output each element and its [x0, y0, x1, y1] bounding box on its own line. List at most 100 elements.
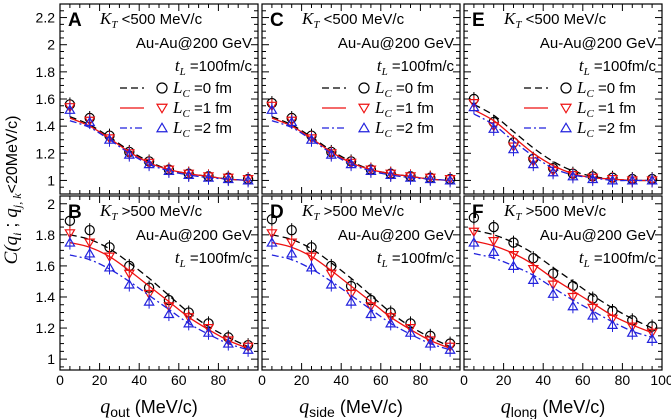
data-point [527, 274, 539, 284]
panel-letter: C [270, 10, 284, 31]
data-point [507, 143, 520, 154]
data-point [143, 158, 155, 169]
data-point [404, 172, 417, 182]
legend-sub: C [182, 128, 190, 140]
tl-var: t [579, 56, 585, 75]
y-axis-qjk: q [1, 208, 22, 218]
data-point [266, 101, 278, 112]
kt-var: K [99, 9, 113, 28]
beam-label: Au-Au@200 GeV [540, 227, 656, 244]
x-tick-label: 40 [333, 372, 349, 388]
data-point [606, 314, 619, 325]
data-point [242, 344, 254, 354]
legend-var: L [172, 98, 182, 117]
legend-var: L [576, 118, 586, 137]
y-tick-label: 1 [47, 351, 55, 367]
panel-letter: A [68, 10, 82, 31]
series-curve-1 [473, 109, 653, 182]
tl-label: tL =100fm/c [377, 248, 455, 270]
x-axis-unit: (MeV/c) [335, 397, 403, 417]
series-curve-2 [271, 254, 451, 351]
data-point [626, 322, 638, 333]
tl-val: =100fm/c [388, 58, 455, 75]
data-point [305, 261, 318, 272]
y-tick-label: 1.4 [36, 118, 56, 134]
series-curve-1 [271, 241, 451, 349]
data-point [64, 229, 76, 239]
data-point [646, 328, 658, 339]
kt-cut-label: KT >500 MeV/c [503, 201, 607, 223]
data-point [123, 149, 135, 159]
data-point [508, 237, 519, 248]
data-point [286, 224, 297, 236]
legend-sub: C [384, 128, 392, 140]
legend-sub: C [586, 108, 594, 120]
legend-label: LC =2 fm [374, 118, 434, 140]
data-point [567, 170, 579, 181]
y-tick-label: 2.2 [36, 10, 56, 26]
y-tick-label: 1.8 [36, 64, 56, 80]
kt-var: K [503, 201, 517, 220]
legend-label: LC =2 fm [172, 118, 232, 140]
x-axis-var: q [501, 396, 511, 418]
tl-val: =100fm/c [590, 250, 657, 267]
x-tick-label: 0 [258, 372, 266, 388]
tl-label: tL =100fm/c [579, 248, 657, 270]
data-point [567, 300, 579, 311]
tl-val: =100fm/c [186, 58, 253, 75]
tl-label: tL =100fm/c [377, 56, 455, 78]
kt-sub: T [515, 19, 522, 31]
data-point [385, 317, 397, 328]
data-point [123, 269, 135, 280]
data-point [547, 288, 559, 298]
x-tick-label: 60 [171, 372, 187, 388]
tl-label: tL =100fm/c [579, 56, 657, 78]
data-point [286, 247, 298, 258]
data-point [345, 158, 357, 169]
y-tick-label: 1.8 [36, 227, 56, 243]
kt-cut-label: KT >500 MeV/c [301, 201, 405, 223]
y-tick-label: 2 [47, 37, 55, 53]
kt-sub: T [313, 19, 320, 31]
data-point [103, 134, 116, 144]
tl-sub: L [179, 66, 186, 78]
x-axis-label: qlong (MeV/c) [501, 396, 605, 419]
data-point [404, 324, 417, 334]
x-tick-label: 100 [650, 372, 671, 388]
data-point [202, 172, 215, 182]
kt-sub: T [111, 211, 118, 223]
x-tick-label: 0 [460, 372, 468, 388]
tl-sub: L [583, 258, 590, 270]
data-point [488, 123, 500, 133]
kt-cut-label: KT >500 MeV/c [99, 201, 203, 223]
legend-label: LC =1 fm [172, 98, 232, 120]
data-point [527, 264, 539, 275]
legend-var: L [172, 78, 182, 97]
series-curve-0 [69, 234, 249, 348]
data-point [365, 308, 377, 319]
data-point [587, 310, 599, 320]
legend-marker [156, 82, 168, 94]
kt-var: K [301, 9, 315, 28]
tl-val: =100fm/c [590, 58, 657, 75]
data-point [163, 308, 175, 319]
data-point [606, 174, 619, 185]
data-point [345, 296, 357, 306]
data-point [626, 327, 638, 337]
series-curve-2 [473, 252, 653, 339]
legend-var: L [374, 78, 384, 97]
tl-val: =100fm/c [186, 250, 253, 267]
data-point [325, 279, 337, 289]
data-point [646, 174, 658, 185]
legend-label: LC =2 fm [576, 118, 636, 140]
data-point [547, 166, 559, 177]
tl-var: t [579, 248, 585, 267]
panel-letter: B [68, 202, 82, 223]
series-curve-0 [69, 116, 249, 182]
data-point [325, 149, 337, 159]
kt-cut-label: KT <500 MeV/c [301, 9, 405, 31]
data-point [163, 302, 175, 312]
y-axis-label: C(qi ; qj, k<20MeV/c) [1, 116, 24, 265]
